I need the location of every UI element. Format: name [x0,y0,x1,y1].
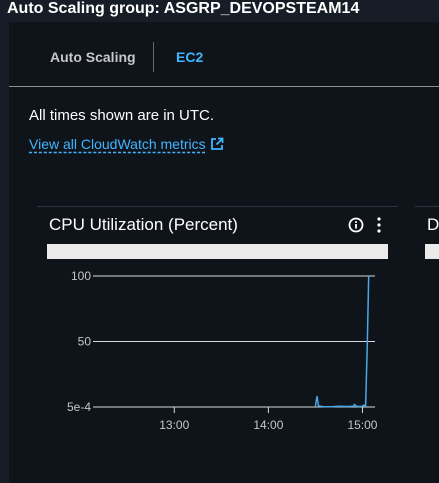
cloudwatch-link-label: View all CloudWatch metrics [29,136,206,152]
tab-divider [153,42,154,72]
info-icon[interactable] [348,217,364,233]
page-title: Auto Scaling group: ASGRP_DEVOPSTEAM14 [7,0,360,17]
monitoring-panel: Auto Scaling EC2 All times shown are in … [9,22,439,483]
monitoring-tabs: Auto Scaling EC2 [9,22,439,87]
external-link-icon [210,137,224,150]
widget-loading-bar-partial [425,244,439,259]
x-tick-label: 14:00 [253,418,283,432]
y-tick-label: 5e-4 [67,400,91,414]
view-cloudwatch-metrics-link[interactable]: View all CloudWatch metrics [29,136,224,153]
vertical-ellipsis-icon[interactable] [375,216,383,234]
tab-auto-scaling[interactable]: Auto Scaling [50,49,136,65]
y-tick-label: 50 [78,335,92,349]
widget-loading-bar [47,244,388,259]
widget-title-partial: Dis [427,215,439,234]
tab-ec2[interactable]: EC2 [176,49,204,65]
y-tick-label: 100 [71,269,91,283]
disk-widget-partial: Dis 0 [415,206,439,483]
x-tick-label: 15:00 [347,418,377,432]
x-tick-label: 13:00 [159,418,189,432]
widget-title: CPU Utilization (Percent) [49,215,238,234]
utc-notice: All times shown are in UTC. [29,107,215,124]
cpu-utilization-chart: 100 50 5e-4 13:00 14:00 15:00 [67,269,378,432]
cpu-utilization-widget: CPU Utilization (Percent) 100 50 5e-4 13:0… [37,206,398,483]
series-line [314,275,370,408]
